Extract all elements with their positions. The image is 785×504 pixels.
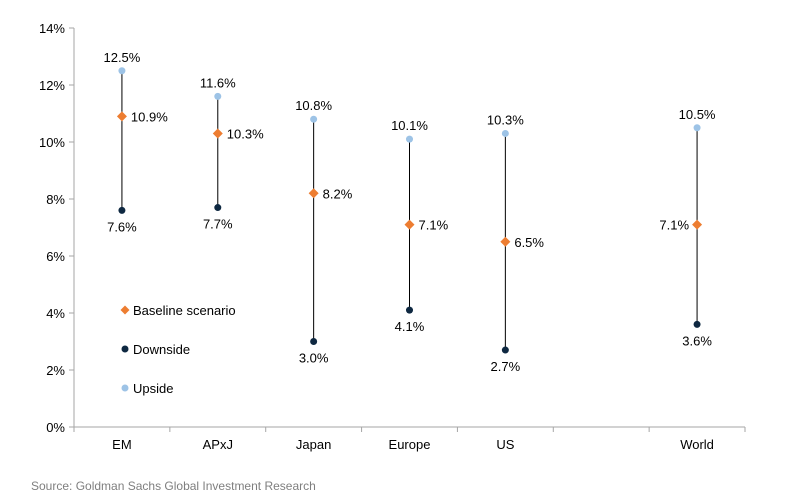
downside-point	[693, 320, 701, 328]
downside-label: 3.6%	[682, 333, 712, 348]
data-labels: 12.5% 7.6% 10.9% 11.6% 7.7% 10.3% 10.8% 3.0% 8.2…	[103, 50, 715, 374]
legend-label: Baseline scenario	[133, 303, 236, 318]
baseline-label: 8.2%	[323, 186, 353, 201]
downside-label: 3.0%	[299, 351, 329, 366]
upside-point	[406, 135, 413, 143]
baseline-point	[116, 111, 127, 122]
y-tick-label: 4%	[46, 306, 65, 321]
downside-label: 2.7%	[491, 359, 521, 374]
y-tick-label: 0%	[46, 420, 65, 435]
downside-label: 4.1%	[395, 319, 425, 334]
x-tick-label: APxJ	[203, 437, 233, 452]
upside-point	[310, 115, 318, 123]
downside-point	[118, 206, 126, 214]
upside-label: 11.6%	[200, 75, 236, 90]
upside-point	[693, 124, 701, 132]
legend: Baseline scenario Downside Upside	[120, 303, 236, 396]
x-tick-label: World	[680, 437, 714, 452]
x-tick-label: Japan	[296, 437, 331, 452]
baseline-point	[500, 236, 511, 247]
baseline-label: 7.1%	[419, 218, 449, 233]
x-tick-label: EM	[112, 437, 132, 452]
downside-point	[501, 346, 509, 354]
y-tick-label: 14%	[39, 21, 65, 36]
upside-label: 10.5%	[679, 107, 716, 122]
y-tick-label: 8%	[46, 192, 65, 207]
upside-label: 10.3%	[487, 112, 524, 127]
baseline-label: 10.3%	[227, 126, 264, 141]
baseline-label: 6.5%	[514, 235, 544, 250]
y-tick-label: 2%	[46, 363, 65, 378]
source-note: Source: Goldman Sachs Global Investment …	[31, 479, 316, 493]
downside-label: 7.7%	[203, 217, 233, 232]
upside-label: 10.1%	[391, 118, 428, 133]
upside-label: 12.5%	[103, 50, 140, 65]
legend-marker	[121, 384, 129, 392]
y-tick-label: 6%	[46, 249, 65, 264]
downside-point	[214, 204, 222, 212]
upside-point	[118, 67, 126, 75]
legend-label: Downside	[133, 342, 190, 357]
upside-point	[214, 92, 222, 100]
baseline-label: 10.9%	[131, 109, 168, 124]
upside-label: 10.8%	[295, 98, 332, 113]
legend-label: Upside	[133, 381, 173, 396]
baseline-point	[308, 188, 319, 199]
y-tick-label: 10%	[39, 135, 65, 150]
x-tick-label: Europe	[389, 437, 431, 452]
x-tick-label: US	[496, 437, 514, 452]
axes: 0% 2% 4% 6% 8% 10% 12% 14% EM APxJ Japan Europe US Wo…	[39, 21, 746, 452]
legend-marker	[121, 345, 129, 353]
baseline-point	[212, 128, 223, 139]
upside-point	[501, 129, 509, 137]
baseline-point	[404, 219, 415, 230]
baseline-label: 7.1%	[659, 218, 689, 233]
downside-point	[406, 306, 413, 314]
range-chart: 0% 2% 4% 6% 8% 10% 12% 14% EM APxJ Japan Europe US Wo…	[39, 21, 746, 452]
downside-point	[310, 338, 318, 345]
y-tick-label: 12%	[39, 78, 65, 93]
baseline-point	[692, 219, 703, 230]
legend-marker-baseline	[120, 305, 130, 315]
data-points	[116, 67, 703, 354]
downside-label: 7.6%	[107, 219, 137, 234]
